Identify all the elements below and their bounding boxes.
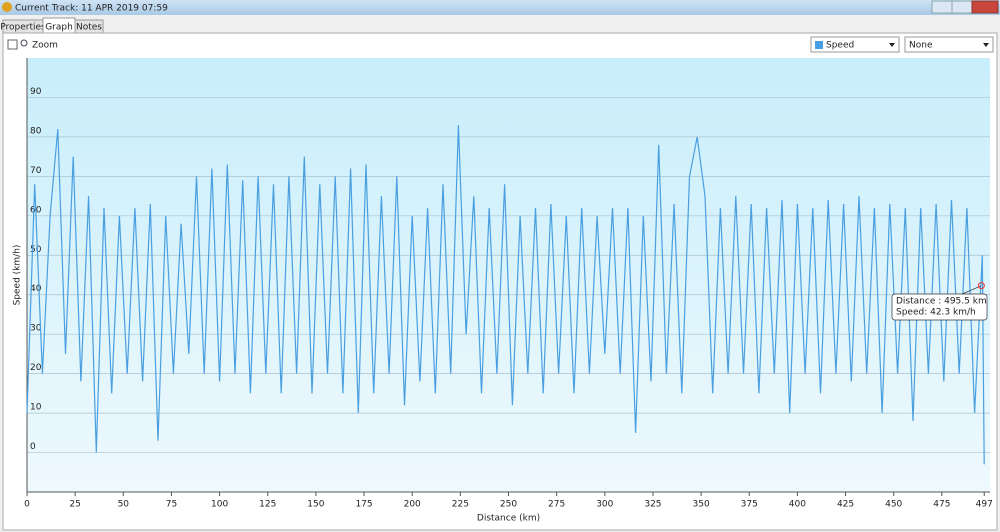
tooltip-marker	[977, 282, 985, 290]
tab-label: Notes	[76, 23, 102, 33]
y-tick-label: 40	[30, 284, 42, 294]
series-dropdown-text: Speed	[826, 41, 854, 51]
zoom-label: Zoom	[32, 41, 58, 51]
y-tick-label: 90	[30, 87, 42, 97]
tab-strip: Properties Graph Notes	[0, 17, 104, 34]
y-tick-label: 50	[30, 245, 42, 255]
x-tick-label: 375	[741, 500, 758, 510]
maximize-button[interactable]	[951, 0, 973, 14]
x-tick-label: 75	[166, 500, 177, 510]
window-buttons[interactable]	[931, 0, 999, 14]
x-tick-label: 497	[976, 500, 993, 510]
x-tick-label: 400	[789, 500, 806, 510]
x-tick-label: 250	[500, 500, 517, 510]
x-tick-label: 475	[933, 500, 950, 510]
tooltip-line: Distance : 495.5 km	[896, 297, 987, 307]
window-title: Current Track: 11 APR 2019 07:59	[15, 4, 168, 14]
y-tick-label: 10	[30, 403, 42, 413]
x-tick-label: 300	[596, 500, 613, 510]
tooltip-box	[891, 293, 988, 321]
tooltip-line: Speed: 42.3 km/h	[896, 308, 976, 318]
dropdown-arrow	[889, 43, 895, 47]
second-dropdown-text: None	[909, 41, 933, 51]
x-tick-label: 100	[211, 500, 228, 510]
x-tick-label: 350	[693, 500, 710, 510]
dropdown-arrow	[983, 43, 989, 47]
y-tick-label: 0	[30, 442, 36, 452]
tooltip-pointer	[959, 285, 982, 296]
tab-label: Graph	[45, 23, 73, 33]
x-tick-label: 200	[404, 500, 421, 510]
y-tick-label: 70	[30, 166, 42, 176]
y-tick-label: 20	[30, 363, 42, 373]
x-tick-label: 450	[885, 500, 902, 510]
y-tick-label: 30	[30, 324, 42, 334]
title-bar	[0, 0, 1000, 15]
x-tick-label: 125	[259, 500, 276, 510]
minimize-button[interactable]	[931, 0, 953, 14]
zoom-checkbox[interactable]	[7, 39, 18, 50]
y-tick-label: 80	[30, 126, 42, 136]
series-swatch	[815, 41, 823, 49]
tab-label: Properties	[0, 23, 46, 33]
x-tick-label: 175	[355, 500, 372, 510]
x-tick-label: 275	[548, 500, 565, 510]
y-axis-label: Speed (km/h)	[13, 245, 23, 306]
second-dropdown[interactable]	[904, 36, 994, 53]
series-dropdown[interactable]	[810, 36, 900, 53]
x-tick-label: 425	[837, 500, 854, 510]
close-button[interactable]	[971, 0, 999, 14]
zoom-icon	[20, 39, 28, 47]
x-axis-label: Distance (km)	[477, 514, 540, 524]
x-tick-label: 50	[118, 500, 130, 510]
plot-area	[27, 58, 990, 492]
app-icon	[2, 2, 12, 12]
x-tick-label: 225	[452, 500, 469, 510]
x-tick-label: 325	[644, 500, 661, 510]
x-tick-label: 150	[307, 500, 324, 510]
speed-line	[26, 125, 985, 465]
x-tick-label: 0	[24, 500, 30, 510]
x-tick-label: 25	[69, 500, 80, 510]
